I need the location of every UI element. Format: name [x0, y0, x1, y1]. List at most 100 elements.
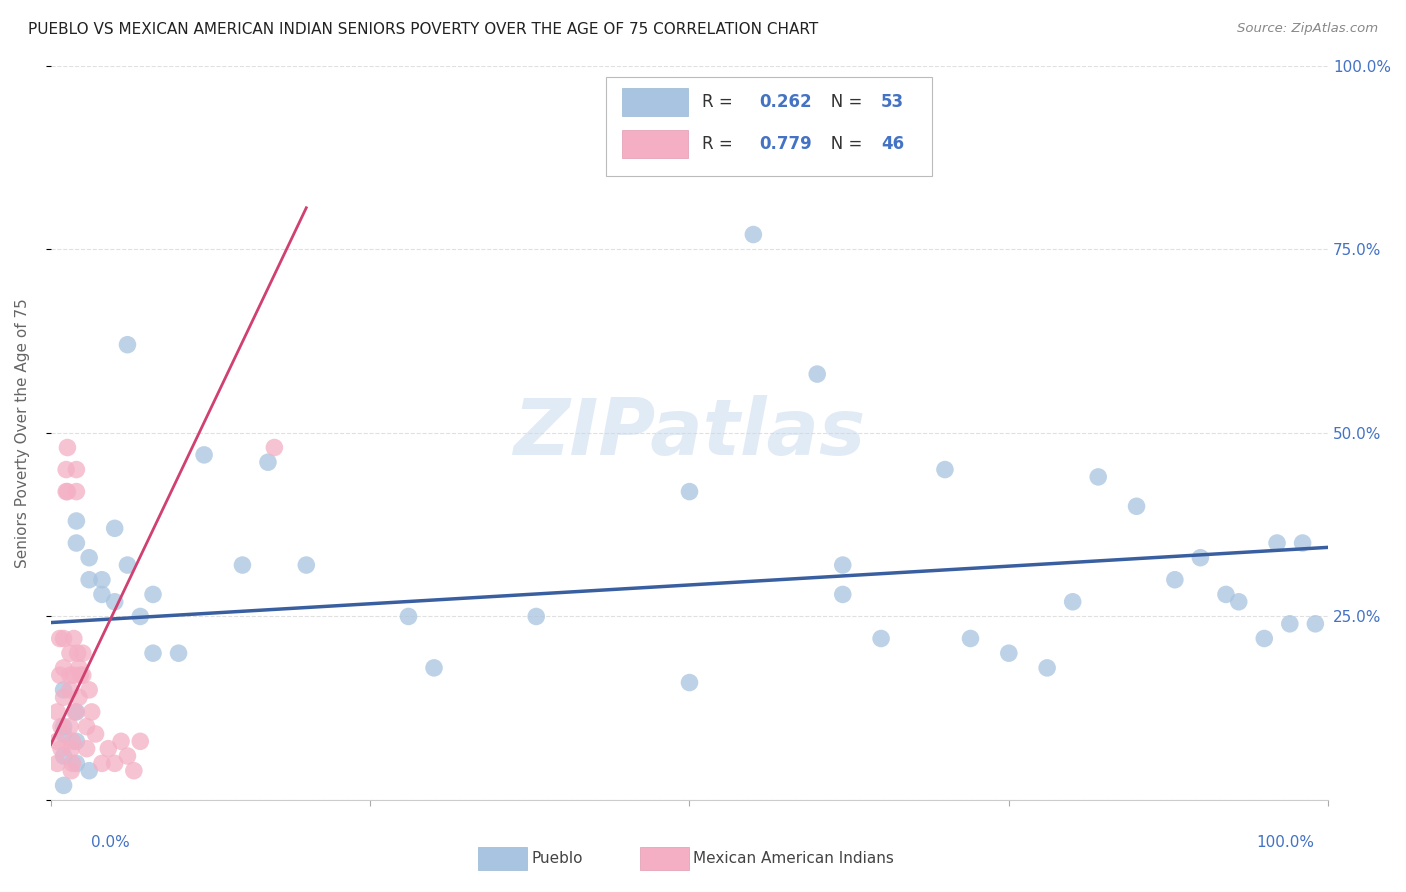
Point [56, 484, 79, 499]
Point [52, 727, 75, 741]
Point [117, 558, 139, 572]
Point [52, 749, 75, 764]
Point [65, 484, 87, 499]
Point [90, 587, 112, 601]
Point [65, 462, 87, 476]
Point [66, 646, 89, 660]
Point [52, 682, 75, 697]
Point [231, 558, 253, 572]
Text: R =: R = [702, 136, 738, 153]
Point [742, 227, 765, 242]
Text: R =: R = [702, 94, 738, 112]
Point [76, 720, 98, 734]
Point [72, 646, 94, 660]
Point [49, 632, 72, 646]
Point [142, 587, 165, 601]
Point [52, 690, 75, 705]
Point [67, 690, 90, 705]
Point [257, 455, 280, 469]
Point [398, 609, 420, 624]
FancyBboxPatch shape [606, 77, 932, 176]
Point [678, 484, 700, 499]
Point [1062, 595, 1084, 609]
Point [142, 646, 165, 660]
Point [1164, 573, 1187, 587]
Point [69, 668, 91, 682]
Point [263, 441, 285, 455]
Point [62, 756, 84, 771]
Y-axis label: Seniors Poverty Over the Age of 75: Seniors Poverty Over the Age of 75 [15, 298, 30, 567]
Point [806, 367, 828, 381]
Point [104, 521, 127, 535]
Point [1036, 661, 1059, 675]
Point [56, 441, 79, 455]
Point [80, 705, 103, 719]
Point [90, 756, 112, 771]
Text: Pueblo: Pueblo [531, 852, 583, 866]
Point [1087, 470, 1109, 484]
Point [49, 668, 72, 682]
Point [870, 632, 893, 646]
Point [49, 720, 72, 734]
Point [1265, 536, 1288, 550]
Point [998, 646, 1021, 660]
Point [72, 668, 94, 682]
Point [122, 764, 145, 778]
Point [60, 741, 83, 756]
Point [1305, 616, 1327, 631]
Point [129, 734, 152, 748]
Point [90, 573, 112, 587]
Point [295, 558, 318, 572]
Point [46, 734, 69, 748]
Point [934, 462, 956, 476]
Point [678, 675, 700, 690]
Point [1227, 595, 1250, 609]
Point [65, 734, 87, 748]
Point [52, 778, 75, 792]
Point [46, 705, 69, 719]
Text: 46: 46 [882, 136, 904, 153]
Text: Mexican American Indians: Mexican American Indians [693, 852, 894, 866]
Text: ZIPatlas: ZIPatlas [513, 395, 866, 471]
Point [77, 550, 100, 565]
Point [1125, 500, 1147, 514]
Point [104, 756, 127, 771]
Point [84, 727, 107, 741]
Point [104, 595, 127, 609]
Point [117, 749, 139, 764]
Point [52, 632, 75, 646]
Point [117, 337, 139, 351]
Point [65, 536, 87, 550]
Text: PUEBLO VS MEXICAN AMERICAN INDIAN SENIORS POVERTY OVER THE AGE OF 75 CORRELATION: PUEBLO VS MEXICAN AMERICAN INDIAN SENIOR… [28, 22, 818, 37]
Text: 100.0%: 100.0% [1257, 836, 1315, 850]
Point [77, 764, 100, 778]
Point [1278, 616, 1301, 631]
Text: 0.779: 0.779 [759, 136, 813, 153]
Point [167, 646, 190, 660]
Text: N =: N = [814, 136, 868, 153]
Point [46, 756, 69, 771]
Point [1189, 550, 1212, 565]
Text: Source: ZipAtlas.com: Source: ZipAtlas.com [1237, 22, 1378, 36]
Point [97, 741, 120, 756]
Point [63, 632, 86, 646]
Point [63, 668, 86, 682]
Point [62, 734, 84, 748]
Point [63, 705, 86, 719]
Point [55, 462, 77, 476]
Point [49, 741, 72, 756]
Text: N =: N = [814, 94, 868, 112]
Point [60, 764, 83, 778]
Point [1253, 632, 1275, 646]
Point [423, 661, 446, 675]
Text: 0.262: 0.262 [759, 94, 813, 112]
Text: 53: 53 [882, 94, 904, 112]
FancyBboxPatch shape [621, 130, 688, 158]
Point [524, 609, 547, 624]
Point [959, 632, 981, 646]
Point [52, 661, 75, 675]
Point [59, 646, 82, 660]
Point [59, 720, 82, 734]
Point [59, 668, 82, 682]
Point [77, 573, 100, 587]
